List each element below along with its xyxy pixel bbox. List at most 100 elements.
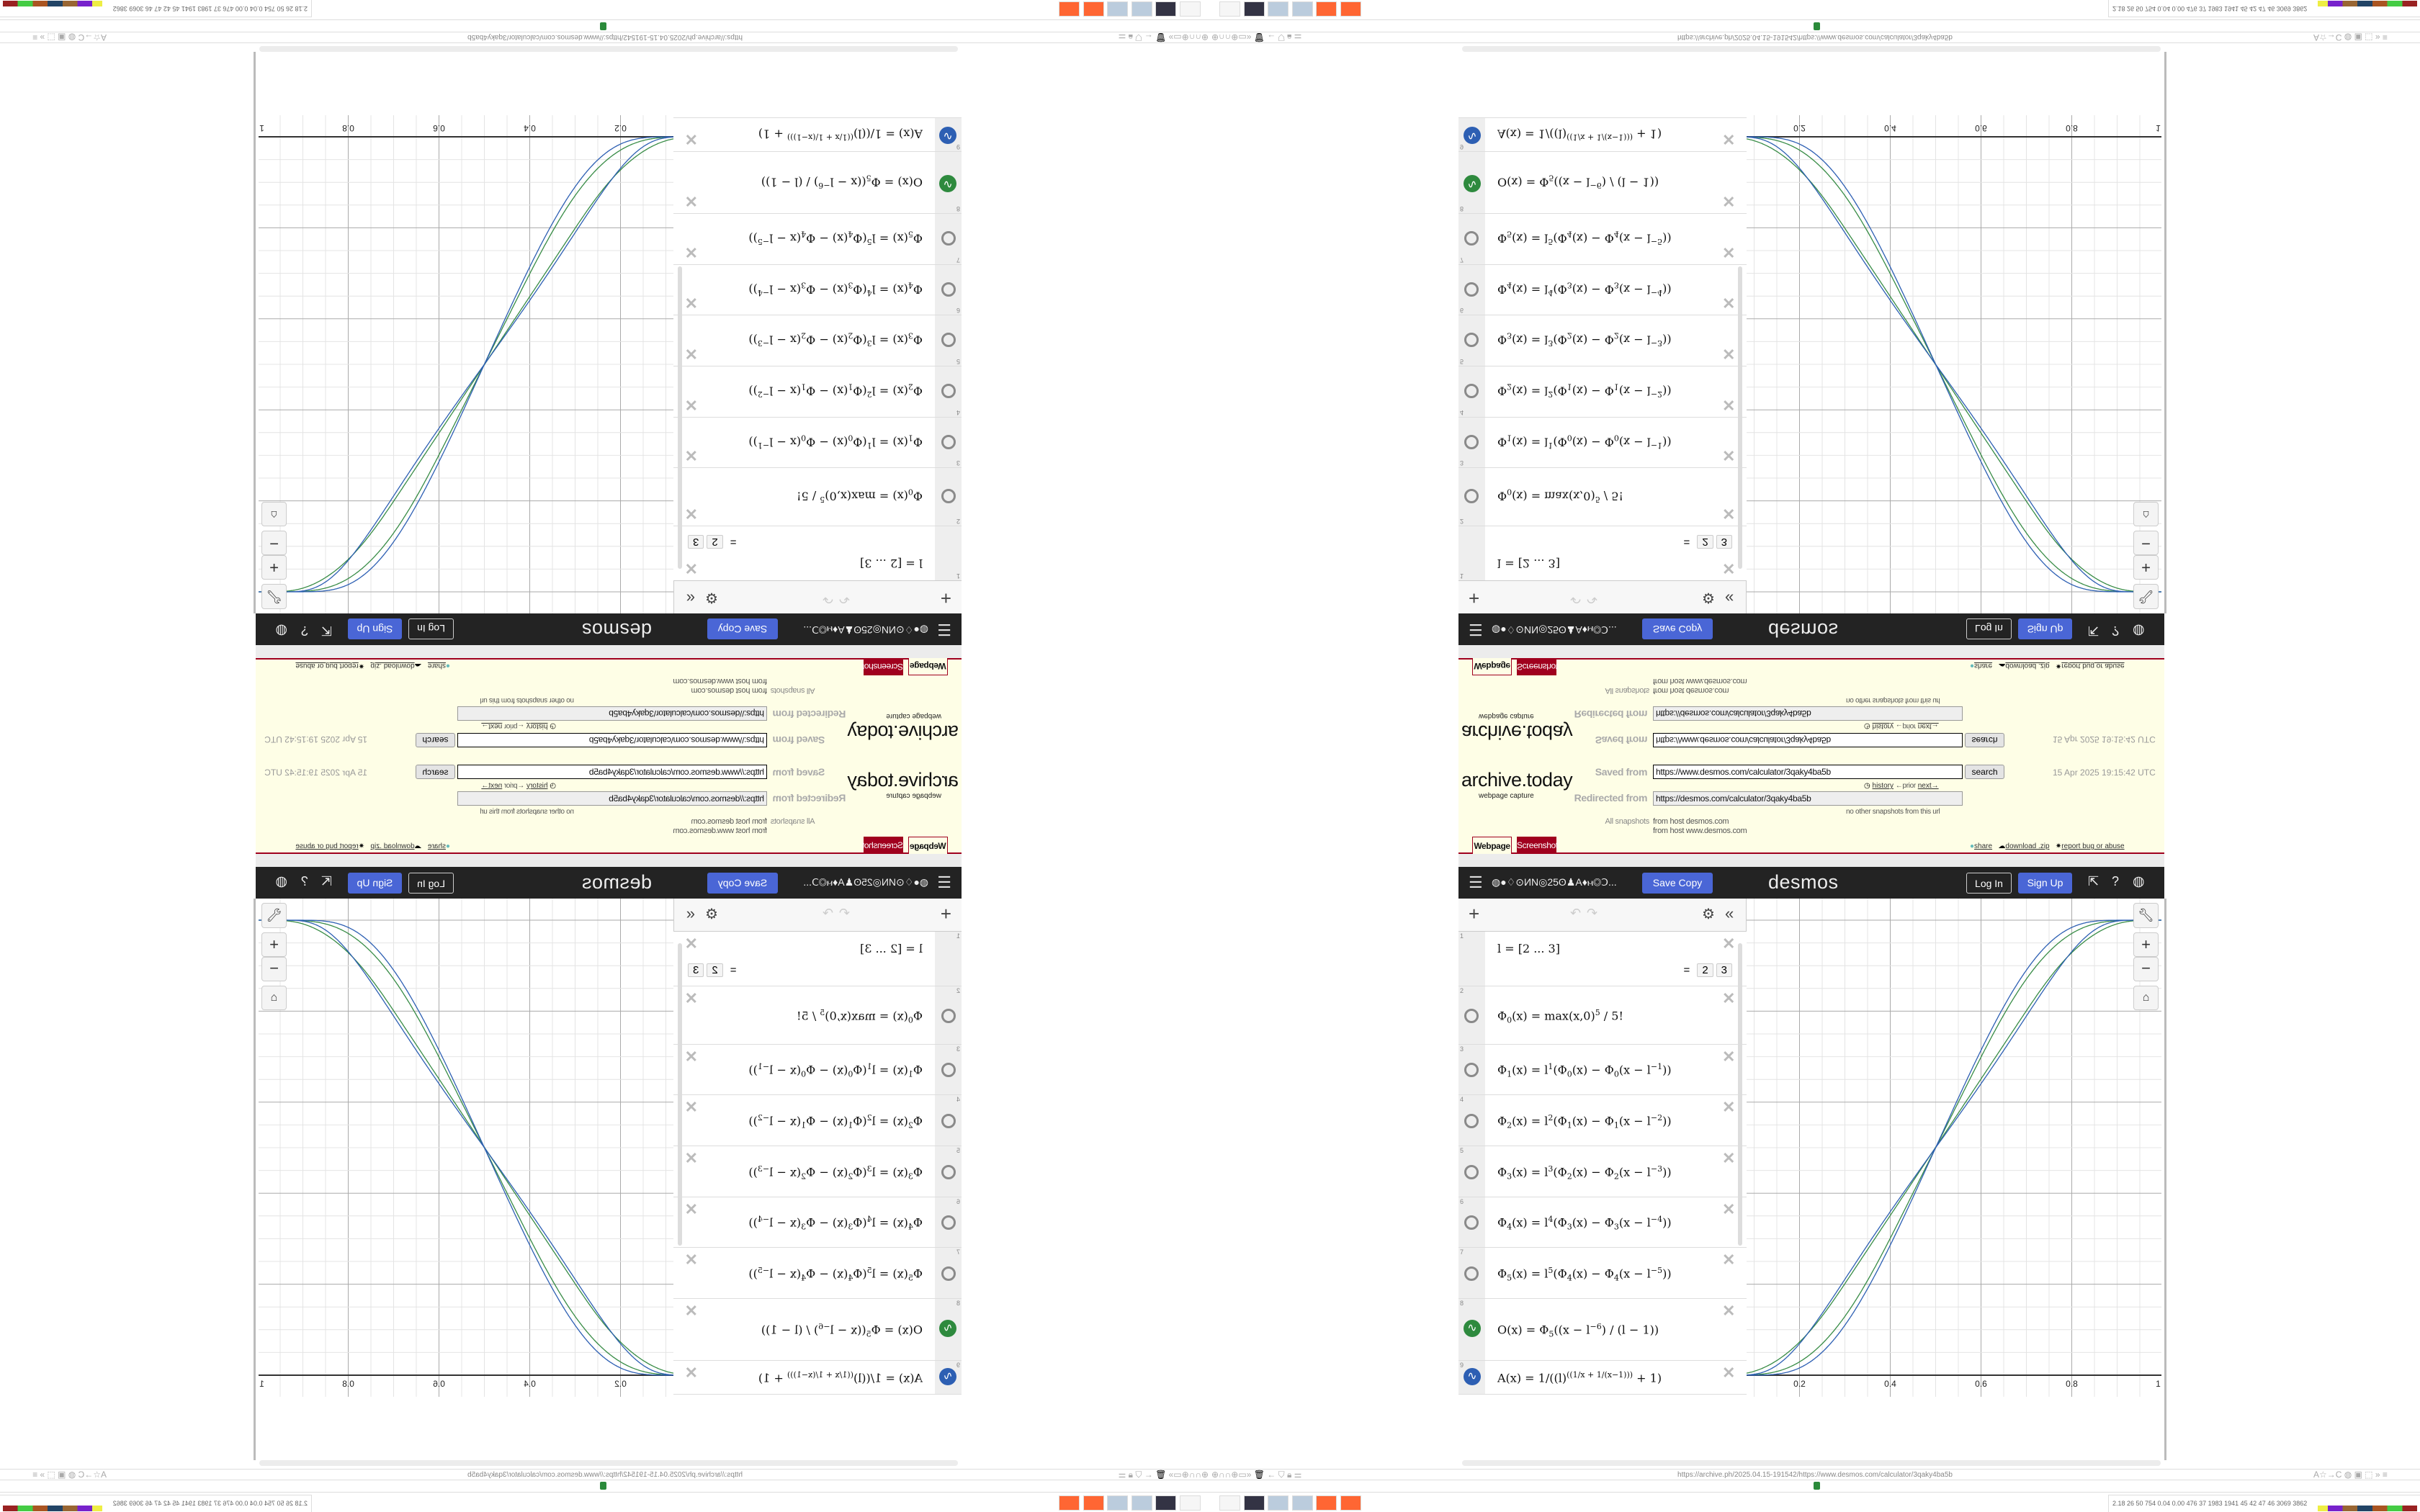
expression-row[interactable]: 3 ✕ Φ1(x) = l1(Φ0(x) − Φ0(x − l−1)) <box>1458 417 1747 467</box>
expression-scrollbar[interactable] <box>1738 943 1742 1246</box>
curve-a-l2[interactable] <box>259 919 673 1376</box>
delete-expression-icon[interactable]: ✕ <box>1722 243 1736 261</box>
url-bar[interactable]: https://archive.ph/2025.04.15-191542/htt… <box>1677 33 1953 41</box>
expression-row[interactable]: 8 ∿ ✕ O(x) = Φ5((x − l−6) / (l − 1)) <box>673 1299 962 1361</box>
expression-row[interactable]: 7 ✕ Φ5(x) = l5(Φ4(x) − Φ4(x − l−5)) <box>673 213 962 264</box>
curve-o-l3[interactable] <box>1747 138 2161 593</box>
math-expression[interactable]: Φ5(x) = l5(Φ4(x) − Φ4(x − l−5)) <box>748 230 923 247</box>
url-bar[interactable]: https://archive.ph/2025.04.15-191542/htt… <box>467 1471 743 1479</box>
hidden-graph-toggle-icon[interactable] <box>1464 1266 1479 1281</box>
expression-row[interactable]: 4 ✕ Φ2(x) = l2(Φ1(x) − Φ1(x − l−2)) <box>673 1095 962 1146</box>
taskbar-notepad-icon[interactable] <box>1292 1495 1313 1511</box>
math-expression[interactable]: O(x) = Φ5((x − l−6) / (l − 1)) <box>761 1322 923 1339</box>
collapse-panel-icon[interactable]: « <box>1725 904 1734 922</box>
archive-logo[interactable]: archive.today <box>1461 769 1573 791</box>
sign-up-button[interactable]: Sign Up <box>2018 618 2072 639</box>
delete-expression-icon[interactable]: ✕ <box>1722 1302 1736 1320</box>
taskbar-firefox-icon[interactable] <box>1059 1495 1080 1511</box>
math-expression[interactable]: Φ1(x) = l1(Φ0(x) − Φ0(x − l−1)) <box>1497 1062 1672 1079</box>
hidden-graph-toggle-icon[interactable] <box>1464 1164 1479 1179</box>
add-expression-icon[interactable]: + <box>940 588 951 609</box>
delete-expression-icon[interactable]: ✕ <box>1722 1200 1736 1218</box>
sign-up-button[interactable]: Sign Up <box>348 873 402 894</box>
taskbar-floppy-icon[interactable] <box>1244 1495 1265 1511</box>
delete-expression-icon[interactable]: ✕ <box>684 989 698 1007</box>
hamburger-menu-icon[interactable]: ☰ <box>937 621 951 639</box>
math-expression[interactable]: Φ5(x) = l5(Φ4(x) − Φ4(x − l−5)) <box>748 1266 923 1283</box>
expression-row[interactable]: 2 ✕ Φ0(x) = max(x,0)5 / 5! <box>673 986 962 1045</box>
redo-icon[interactable]: ↷ <box>822 592 833 606</box>
delete-expression-icon[interactable]: ✕ <box>684 345 698 363</box>
history-link[interactable]: history <box>1872 722 1894 730</box>
delete-expression-icon[interactable]: ✕ <box>1722 345 1736 363</box>
curve-o-l2[interactable] <box>259 919 673 1376</box>
undo-icon[interactable]: ↶ <box>1570 906 1582 920</box>
curve-a-l2[interactable] <box>259 136 673 593</box>
delete-expression-icon[interactable]: ✕ <box>1722 130 1736 148</box>
math-expression[interactable]: Φ1(x) = l1(Φ0(x) − Φ0(x − l−1)) <box>748 433 923 450</box>
expression-row[interactable]: 5 ✕ Φ3(x) = l3(Φ2(x) − Φ2(x − l−3)) <box>1458 1146 1747 1197</box>
taskbar-firefox-icon[interactable] <box>1316 1 1337 17</box>
expression-scrollbar[interactable] <box>678 943 682 1246</box>
expression-row[interactable]: 3 ✕ Φ1(x) = l1(Φ0(x) − Φ0(x − l−1)) <box>1458 1045 1747 1095</box>
delete-expression-icon[interactable]: ✕ <box>1722 1048 1736 1066</box>
share-graph-icon[interactable]: ⇱ <box>321 874 332 888</box>
hidden-graph-toggle-icon[interactable] <box>1464 1008 1479 1023</box>
saved-from-input[interactable]: https://www.desmos.com/calculator/3qaky4… <box>1653 733 1963 747</box>
curve-a-l3[interactable] <box>259 919 673 1376</box>
desmos-logo[interactable]: desmos <box>581 871 652 893</box>
curve-o-l3[interactable] <box>1747 919 2161 1374</box>
desmos-logo[interactable]: desmos <box>581 619 652 641</box>
math-expression[interactable]: Φ5(x) = l5(Φ4(x) − Φ4(x − l−5)) <box>1497 230 1672 247</box>
math-expression[interactable]: A(x) = 1/((l)((1/x + 1/(x−1))) + 1) <box>758 1370 923 1385</box>
expression-row[interactable]: 1 ✕ l = [2 ... 3] = 23 <box>673 932 962 986</box>
share-graph-icon[interactable]: ⇱ <box>321 624 332 638</box>
desmos-logo[interactable]: desmos <box>1768 619 1839 641</box>
home-view-icon[interactable]: ⌂ <box>261 502 287 526</box>
graph-visible-toggle-icon[interactable]: ∿ <box>1464 1320 1481 1337</box>
tab-webpage[interactable]: Webpage <box>908 658 948 675</box>
math-expression[interactable]: Φ1(x) = l1(Φ0(x) − Φ0(x − l−1)) <box>1497 433 1672 450</box>
curve-a-l3[interactable] <box>259 136 673 593</box>
graph-canvas[interactable]: 0.2 0.4 0.6 0.8 1 <box>1747 115 2161 613</box>
add-expression-icon[interactable]: + <box>940 903 951 924</box>
tab-webpage[interactable]: Webpage <box>1472 658 1512 675</box>
report-bug-link[interactable]: report bug or abuse <box>2061 662 2125 670</box>
hidden-graph-toggle-icon[interactable] <box>941 1113 956 1128</box>
curve-o-l2[interactable] <box>1747 136 2161 593</box>
taskbar-notepad-icon[interactable] <box>1131 1495 1152 1511</box>
save-copy-button[interactable]: Save Copy <box>1642 873 1713 894</box>
expression-row[interactable]: 8 ∿ ✕ O(x) = Φ5((x − l−6) / (l − 1)) <box>673 151 962 213</box>
delete-expression-icon[interactable]: ✕ <box>684 192 698 210</box>
expression-row[interactable]: 7 ✕ Φ5(x) = l5(Φ4(x) − Φ4(x − l−5)) <box>673 1248 962 1299</box>
add-expression-icon[interactable]: + <box>1469 588 1480 609</box>
extension-icon[interactable] <box>600 1482 606 1490</box>
delete-expression-icon[interactable]: ✕ <box>1722 396 1736 414</box>
curve-o-l3[interactable] <box>259 138 673 593</box>
tab-screenshot[interactable]: Screenshot <box>1517 837 1558 854</box>
graph-canvas[interactable]: 0.2 0.4 0.6 0.8 1 <box>259 115 673 613</box>
share-graph-icon[interactable]: ⇱ <box>2088 874 2099 888</box>
log-in-button[interactable]: Log In <box>408 873 454 894</box>
toolbar-left-icons[interactable]: ⊕∩∩⊕▭» 🗑︎ ← ⛉ 🔒︎ ⚌ <box>1211 1470 1302 1480</box>
sign-up-button[interactable]: Sign Up <box>2018 873 2072 894</box>
delete-expression-icon[interactable]: ✕ <box>684 243 698 261</box>
delete-expression-icon[interactable]: ✕ <box>684 396 698 414</box>
download-zip-link[interactable]: download .zip <box>2005 842 2050 850</box>
expression-row[interactable]: 4 ✕ Φ2(x) = l2(Φ1(x) − Φ1(x − l−2)) <box>1458 366 1747 417</box>
next-link[interactable]: next→ <box>1917 722 1939 730</box>
share-link[interactable]: share <box>1974 662 1993 670</box>
hidden-graph-toggle-icon[interactable] <box>1464 1063 1479 1077</box>
expression-row[interactable]: 6 ✕ Φ4(x) = l4(Φ3(x) − Φ3(x − l−4)) <box>673 264 962 315</box>
expression-row[interactable]: 3 ✕ Φ1(x) = l1(Φ0(x) − Φ0(x − l−1)) <box>673 417 962 467</box>
hidden-graph-toggle-icon[interactable] <box>1464 282 1479 297</box>
math-expression[interactable]: Φ3(x) = l3(Φ2(x) − Φ2(x − l−3)) <box>748 1164 923 1182</box>
math-expression[interactable]: A(x) = 1/((l)((1/x + 1/(x−1))) + 1) <box>1497 127 1662 142</box>
saved-from-input[interactable]: https://www.desmos.com/calculator/3qaky4… <box>457 765 767 779</box>
zoom-in-button[interactable]: + <box>261 555 287 580</box>
toolbar-right-icons[interactable]: A☆→C ◍ ▣ ⬚ » ≡ <box>2313 1470 2388 1480</box>
collapse-panel-icon[interactable]: « <box>686 590 695 608</box>
delete-expression-icon[interactable]: ✕ <box>684 935 698 953</box>
math-expression[interactable]: l = [2 ... 3] <box>1497 942 1560 955</box>
